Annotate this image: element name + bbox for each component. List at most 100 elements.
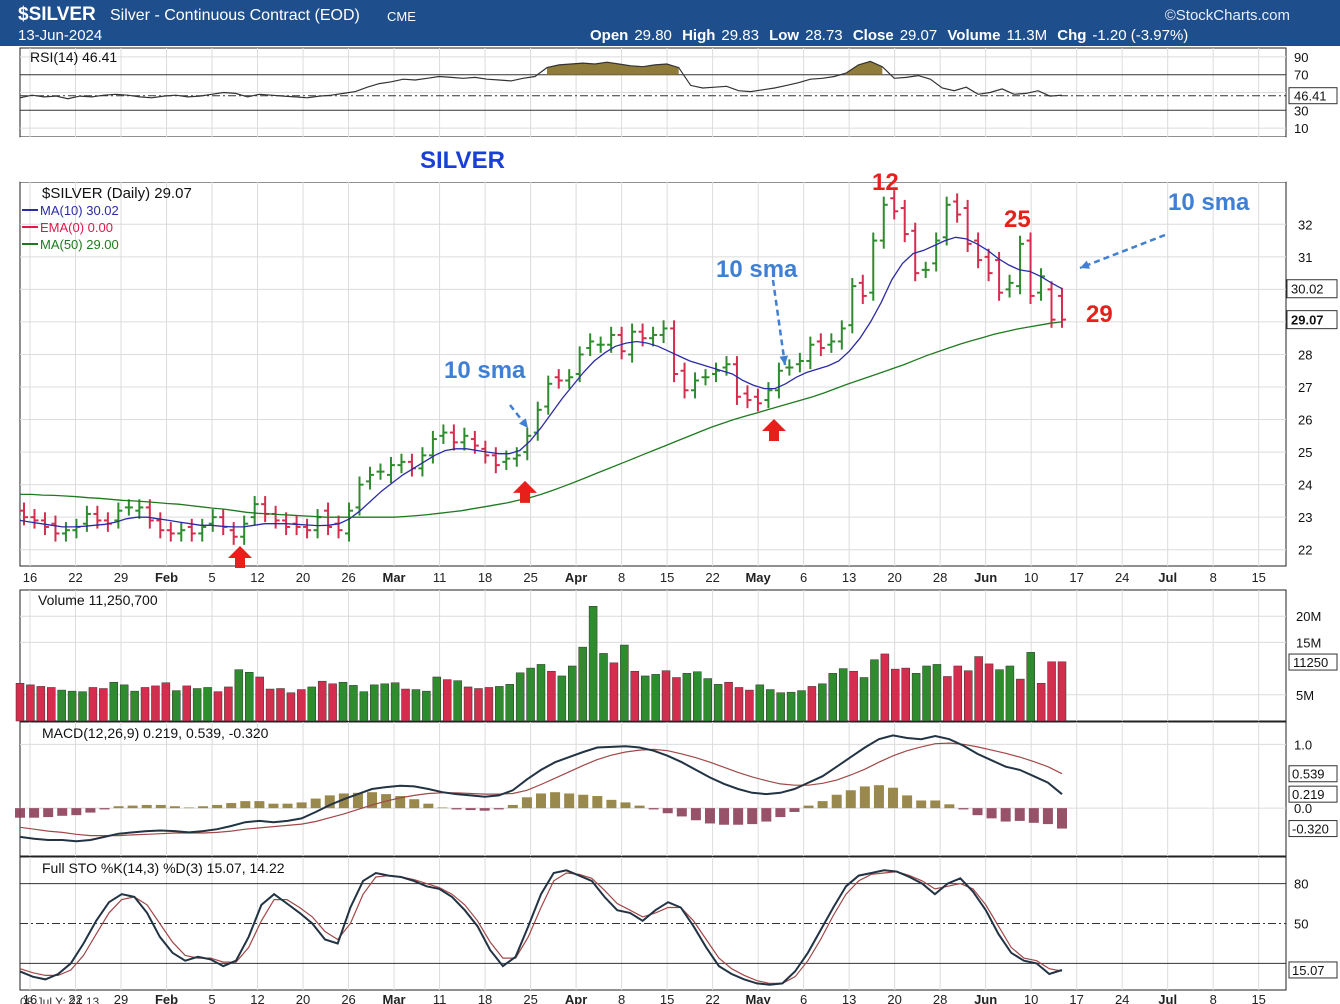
volume-bar bbox=[255, 676, 264, 722]
x-tick-label-bottom: 22 bbox=[68, 992, 82, 1004]
macd-histogram-bar bbox=[437, 807, 448, 809]
macd-histogram-bar bbox=[521, 797, 532, 809]
volume-bar bbox=[818, 683, 827, 722]
macd-histogram-bar bbox=[310, 798, 321, 809]
open-label: Open bbox=[590, 27, 629, 44]
x-tick-label-bottom: 6 bbox=[800, 992, 807, 1004]
volume-bar bbox=[401, 688, 410, 722]
macd-panel: 0.0 1.0 MACD(12,26,9) 0.219, 0.539, -0.320… bbox=[15, 725, 1338, 843]
volume-bar bbox=[599, 653, 608, 722]
macd-histogram-bar bbox=[986, 808, 997, 819]
volume-bar bbox=[1057, 661, 1067, 722]
x-tick-label: 20 bbox=[296, 570, 310, 585]
x-tick-label: 17 bbox=[1069, 570, 1083, 585]
macd-histogram-bar bbox=[296, 802, 307, 809]
volume-bar bbox=[234, 669, 244, 722]
volume-bar bbox=[432, 676, 442, 722]
high-label: High bbox=[682, 27, 716, 44]
macd-histogram-bar bbox=[127, 805, 138, 809]
sto-value-box bbox=[1288, 961, 1338, 979]
annotation-arrow bbox=[1079, 233, 1166, 270]
volume-bar bbox=[661, 670, 671, 722]
macd-histogram-bar bbox=[704, 808, 715, 824]
axis-layer: 16 16 22 22 29 29 Feb Feb 5 5 12 12 20 20 26 26 Mar Mar 11… bbox=[23, 570, 1266, 1004]
annotation-arrowhead bbox=[519, 418, 528, 428]
rsi-legend: RSI(14) 46.41 bbox=[30, 49, 117, 65]
volume-bar bbox=[911, 673, 921, 722]
x-tick-label-bottom: 5 bbox=[208, 992, 215, 1004]
macd-histogram-bar bbox=[536, 793, 546, 809]
x-tick-label: Jun bbox=[974, 570, 997, 585]
macd-histogram-bar bbox=[1000, 808, 1011, 822]
macd-histogram-bar bbox=[662, 808, 673, 814]
volume-bar bbox=[547, 670, 556, 722]
volume-bar bbox=[349, 685, 358, 722]
x-tick-label-bottom: Jul bbox=[1158, 992, 1177, 1004]
annotation-count-25: 25 bbox=[1004, 206, 1031, 233]
volume-bar bbox=[745, 689, 754, 722]
volume-bar bbox=[953, 665, 963, 722]
volume-bar bbox=[515, 672, 525, 722]
volume-bar bbox=[974, 656, 983, 722]
exchange-label: CME bbox=[387, 9, 416, 24]
chart-date: 13-Jun-2024 bbox=[18, 27, 103, 44]
x-tick-label: 5 bbox=[208, 570, 215, 585]
price-frame bbox=[19, 181, 1287, 567]
x-tick-label-bottom: 24 bbox=[1115, 992, 1129, 1004]
volume-bar bbox=[99, 688, 108, 722]
macd-histogram-bar bbox=[888, 787, 899, 809]
macd-histogram-bar bbox=[465, 808, 476, 811]
x-tick-label: Jul bbox=[1158, 570, 1177, 585]
annotation-arrowhead bbox=[779, 355, 789, 365]
volume-value-label: 11250 bbox=[1293, 655, 1328, 670]
volume-y-tick: 20M bbox=[1296, 609, 1321, 624]
volume-bar bbox=[713, 684, 723, 722]
macd-histogram-bar bbox=[507, 804, 518, 809]
volume-bar bbox=[1036, 683, 1046, 722]
macd-histogram-bar bbox=[141, 804, 152, 809]
price-y-tick: 23 bbox=[1298, 510, 1312, 525]
price-y-tick: 24 bbox=[1298, 478, 1312, 493]
volume-bar bbox=[578, 646, 587, 722]
volume-value: 11.3M bbox=[1006, 27, 1048, 44]
symbol-label: $SILVER bbox=[18, 4, 96, 25]
volume-panel: 5M 15M 20M Volume 11,250,700 11250 bbox=[15, 592, 1338, 722]
volume-bar bbox=[57, 689, 66, 722]
high-value: 29.83 bbox=[721, 27, 759, 44]
volume-bar bbox=[78, 691, 87, 722]
x-tick-label-bottom: 18 bbox=[478, 992, 492, 1004]
volume-bar bbox=[922, 665, 931, 722]
ma10-line bbox=[19, 236, 1063, 528]
volume-bar bbox=[172, 690, 181, 722]
x-tick-label: 8 bbox=[1210, 570, 1217, 585]
rsi-line bbox=[19, 60, 1063, 100]
price-y-tick: 31 bbox=[1298, 250, 1312, 265]
volume-bar bbox=[1047, 661, 1056, 722]
volume-bar bbox=[119, 684, 129, 722]
volume-bar bbox=[67, 690, 77, 722]
x-tick-label-bottom: 8 bbox=[1210, 992, 1217, 1004]
x-tick-label: Feb bbox=[155, 570, 178, 585]
macd-y-tick: 0.0 bbox=[1294, 801, 1312, 816]
volume-bar bbox=[557, 675, 567, 722]
contract-description: Silver - Continuous Contract (EOD) bbox=[110, 7, 360, 24]
volume-bar bbox=[568, 665, 577, 722]
macd-frame bbox=[19, 721, 1287, 857]
x-tick-label: 15 bbox=[1251, 570, 1265, 585]
volume-bar bbox=[651, 674, 660, 722]
macd-histogram-bar bbox=[761, 808, 772, 822]
macd-histogram-bar bbox=[620, 802, 631, 809]
x-tick-label-bottom: 15 bbox=[660, 992, 674, 1004]
annotation-10sma-2: 10 sma bbox=[716, 256, 798, 283]
price-legend-entry: $SILVER (Daily) 29.07 bbox=[42, 185, 192, 202]
low-label: Low bbox=[769, 27, 800, 44]
rsi-overbought-fill bbox=[546, 62, 679, 75]
macd-histogram-bar bbox=[733, 808, 744, 825]
volume-bar bbox=[380, 683, 389, 722]
x-tick-label-bottom: 10 bbox=[1024, 992, 1038, 1004]
price-legend-entry: MA(10) 30.02 bbox=[40, 203, 119, 218]
volume-bar bbox=[338, 681, 348, 722]
volume-bar bbox=[26, 684, 35, 722]
silver-title: SILVER bbox=[420, 147, 505, 174]
